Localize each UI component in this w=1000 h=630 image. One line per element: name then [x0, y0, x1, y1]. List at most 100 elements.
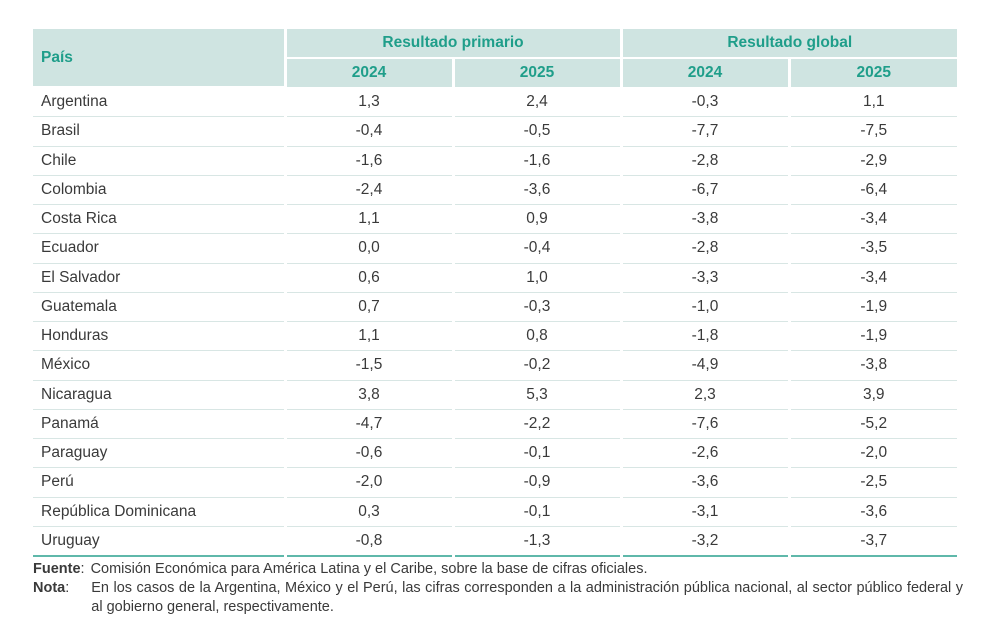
value-cell: -2,9	[787, 146, 957, 176]
value-cell: -3,8	[619, 204, 791, 235]
country-cell: Honduras	[33, 321, 287, 352]
value-cell: 0,7	[283, 292, 455, 323]
table-row: Perú -2,0 -0,9 -3,6 -2,5	[33, 467, 957, 498]
value-cell: 2,4	[451, 87, 623, 118]
country-cell: Costa Rica	[33, 204, 287, 235]
value-cell: -4,9	[619, 350, 791, 381]
value-cell: -2,8	[619, 146, 791, 176]
table-row: Brasil -0,4 -0,5 -7,7 -7,5	[33, 116, 957, 147]
header-year-primary-2025: 2025	[451, 58, 623, 87]
value-cell: -0,5	[451, 116, 623, 147]
value-cell: -0,1	[451, 497, 623, 527]
value-cell: 3,9	[787, 380, 957, 410]
table-row: México -1,5 -0,2 -4,9 -3,8	[33, 350, 957, 381]
country-cell: México	[33, 350, 287, 381]
value-cell: -6,7	[619, 175, 791, 206]
value-cell: -1,8	[619, 321, 791, 352]
country-cell: Guatemala	[33, 292, 287, 323]
header-primary-result: Resultado primario	[283, 29, 623, 59]
value-cell: -3,2	[619, 526, 791, 557]
value-cell: -0,4	[283, 116, 455, 147]
country-cell: República Dominicana	[33, 497, 287, 527]
value-cell: -4,7	[283, 409, 455, 440]
table-row: Ecuador 0,0 -0,4 -2,8 -3,5	[33, 233, 957, 264]
value-cell: -2,4	[283, 175, 455, 206]
country-cell: Panamá	[33, 409, 287, 440]
table-row: Uruguay -0,8 -1,3 -3,2 -3,7	[33, 526, 957, 557]
table-row: República Dominicana 0,3 -0,1 -3,1 -3,6	[33, 497, 957, 527]
value-cell: 0,6	[283, 263, 455, 293]
fiscal-results-table: País Resultado primario Resultado global…	[33, 29, 957, 557]
table-row: Nicaragua 3,8 5,3 2,3 3,9	[33, 380, 957, 410]
value-cell: -1,3	[451, 526, 623, 557]
value-cell: -2,0	[283, 467, 455, 498]
table-row: Argentina 1,3 2,4 -0,3 1,1	[33, 87, 957, 118]
value-cell: -5,2	[787, 409, 957, 440]
value-cell: -3,6	[619, 467, 791, 498]
table-body: Argentina 1,3 2,4 -0,3 1,1 Brasil -0,4 -0,5 -7,7…	[33, 87, 957, 557]
value-cell: -6,4	[787, 175, 957, 206]
table-row: Colombia -2,4 -3,6 -6,7 -6,4	[33, 175, 957, 206]
value-cell: -1,6	[451, 146, 623, 176]
value-cell: 0,9	[451, 204, 623, 235]
country-cell: El Salvador	[33, 263, 287, 293]
value-cell: -1,6	[283, 146, 455, 176]
value-cell: -1,9	[787, 321, 957, 352]
value-cell: -2,6	[619, 438, 791, 469]
country-cell: Argentina	[33, 87, 287, 118]
value-cell: -0,1	[451, 438, 623, 469]
value-cell: -2,0	[787, 438, 957, 469]
table-row: Guatemala 0,7 -0,3 -1,0 -1,9	[33, 292, 957, 323]
table-row: Panamá -4,7 -2,2 -7,6 -5,2	[33, 409, 957, 440]
country-cell: Brasil	[33, 116, 287, 147]
country-cell: Paraguay	[33, 438, 287, 469]
note-label: Nota	[33, 580, 66, 596]
value-cell: -3,4	[787, 263, 957, 293]
value-cell: -7,7	[619, 116, 791, 147]
value-cell: -0,6	[283, 438, 455, 469]
value-cell: -1,5	[283, 350, 455, 381]
value-cell: -2,2	[451, 409, 623, 440]
value-cell: -3,3	[619, 263, 791, 293]
value-cell: -3,8	[787, 350, 957, 381]
country-cell: Perú	[33, 467, 287, 498]
value-cell: 0,8	[451, 321, 623, 352]
value-cell: -0,4	[451, 233, 623, 264]
value-cell: -3,1	[619, 497, 791, 527]
value-cell: -0,9	[451, 467, 623, 498]
table-row: Chile -1,6 -1,6 -2,8 -2,9	[33, 146, 957, 176]
value-cell: 1,0	[451, 263, 623, 293]
header-year-global-2024: 2024	[619, 58, 791, 87]
value-cell: -1,0	[619, 292, 791, 323]
value-cell: 0,0	[283, 233, 455, 264]
note-colon: :	[65, 580, 70, 596]
country-cell: Nicaragua	[33, 380, 287, 410]
value-cell: 1,1	[283, 321, 455, 352]
source-text: Comisión Económica para América Latina y…	[90, 561, 648, 577]
source-note: Fuente: Comisión Económica para América …	[33, 560, 963, 579]
header-year-primary-2024: 2024	[285, 58, 455, 87]
value-cell: -1,9	[787, 292, 957, 323]
table-notes: Fuente: Comisión Económica para América …	[33, 560, 963, 617]
header-year-global-2025: 2025	[787, 58, 957, 87]
table-row: El Salvador 0,6 1,0 -3,3 -3,4	[33, 263, 957, 293]
value-cell: -3,4	[787, 204, 957, 235]
value-cell: 3,8	[283, 380, 455, 410]
country-cell: Colombia	[33, 175, 287, 206]
country-cell: Chile	[33, 146, 287, 176]
value-cell: 5,3	[451, 380, 623, 410]
source-label: Fuente	[33, 561, 81, 577]
general-note: Nota: En los casos de la Argentina, Méxi…	[33, 579, 963, 617]
value-cell: -7,6	[619, 409, 791, 440]
country-cell: Uruguay	[33, 526, 287, 557]
value-cell: -0,8	[283, 526, 455, 557]
value-cell: 1,1	[787, 87, 957, 118]
value-cell: 1,3	[283, 87, 455, 118]
value-cell: -3,6	[451, 175, 623, 206]
value-cell: 2,3	[619, 380, 791, 410]
value-cell: 0,3	[283, 497, 455, 527]
country-cell: Ecuador	[33, 233, 287, 264]
value-cell: -3,6	[787, 497, 957, 527]
fiscal-results-table-container: País Resultado primario Resultado global…	[33, 29, 957, 557]
value-cell: -0,3	[451, 292, 623, 323]
